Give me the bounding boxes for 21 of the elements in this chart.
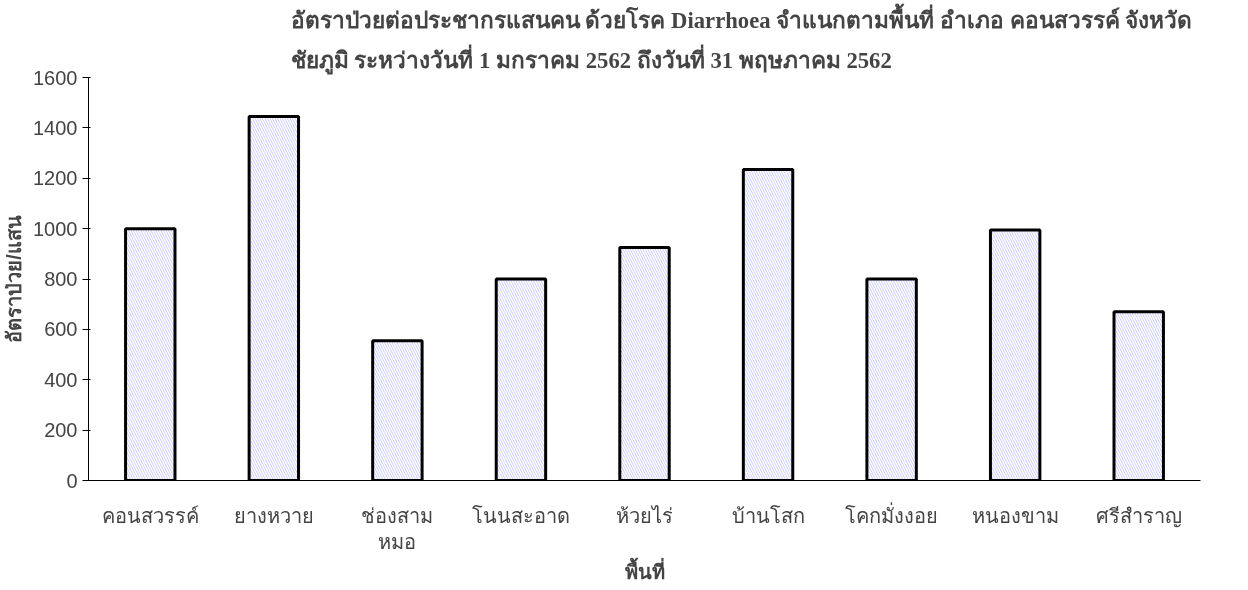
x-tick-label: ช่องสาม หมอ — [361, 504, 434, 553]
y-tick-label: 1600 — [33, 66, 78, 89]
x-axis-title: พื้นที่ — [624, 556, 665, 583]
x-tick-label: คอนสวรรค์ — [101, 504, 199, 527]
x-tick-label: ยางหวาย — [233, 504, 314, 527]
y-tick-label: 1400 — [33, 116, 78, 139]
chart-title: อัตราป่วยต่อประชากรแสนคน ด้วยโรค Diarrhoea จำแนกตามพื้นที่ อำเภอ คอนสวรรค์ จังหวัด ชัยภูมิ ระหว่างวันที่ 1 มกราคม 2562 ถึงวันที่ 31 พฤษภาคม 2562 — [290, 2, 1193, 75]
y-tick-label: 1200 — [33, 167, 78, 190]
x-tick-label: ห้วยไร่ — [616, 504, 673, 527]
x-tick-label: บ้านโสก — [731, 504, 805, 527]
y-tick-label: 800 — [44, 268, 78, 290]
y-tick-label: 0 — [66, 469, 78, 492]
y-tick-label: 600 — [44, 318, 78, 341]
x-tick-label: หนองขาม — [971, 504, 1059, 527]
x-tick-label: ศรีสำราญ — [1095, 504, 1182, 528]
x-tick-label: โนนสะอาด — [471, 504, 570, 527]
y-tick-label: 200 — [44, 419, 78, 442]
y-tick-label: 1000 — [33, 217, 78, 240]
y-axis-title: อัตราป่วย/แสน — [3, 215, 26, 343]
x-tick-label: โคกมั่งงอย — [845, 501, 939, 527]
y-tick-label: 400 — [44, 368, 78, 391]
